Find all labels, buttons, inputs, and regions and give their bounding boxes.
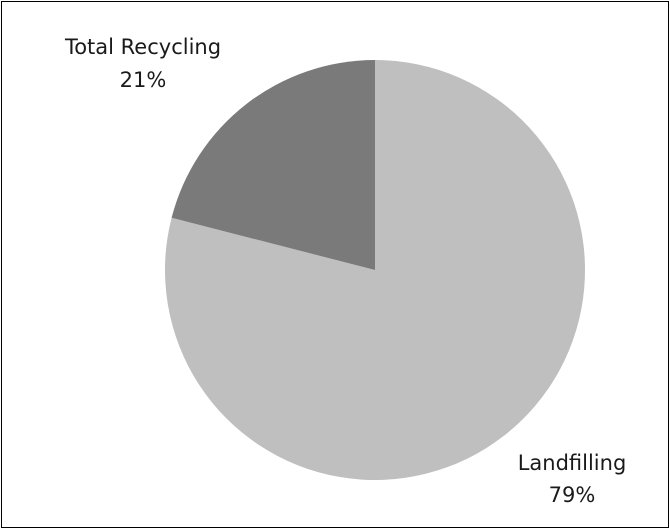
slice-value-landfilling: 79% (549, 483, 596, 507)
pie-slice-landfilling (165, 60, 586, 480)
pie-slices (165, 60, 586, 480)
pie-slice-total-recycling (171, 60, 375, 270)
pie-labels: Total Recycling 21% Landfilling 79% (64, 35, 626, 507)
slice-label-total-recycling: Total Recycling (64, 35, 221, 59)
slice-value-total-recycling: 21% (120, 68, 167, 92)
slice-label-landfilling: Landfilling (518, 451, 627, 475)
